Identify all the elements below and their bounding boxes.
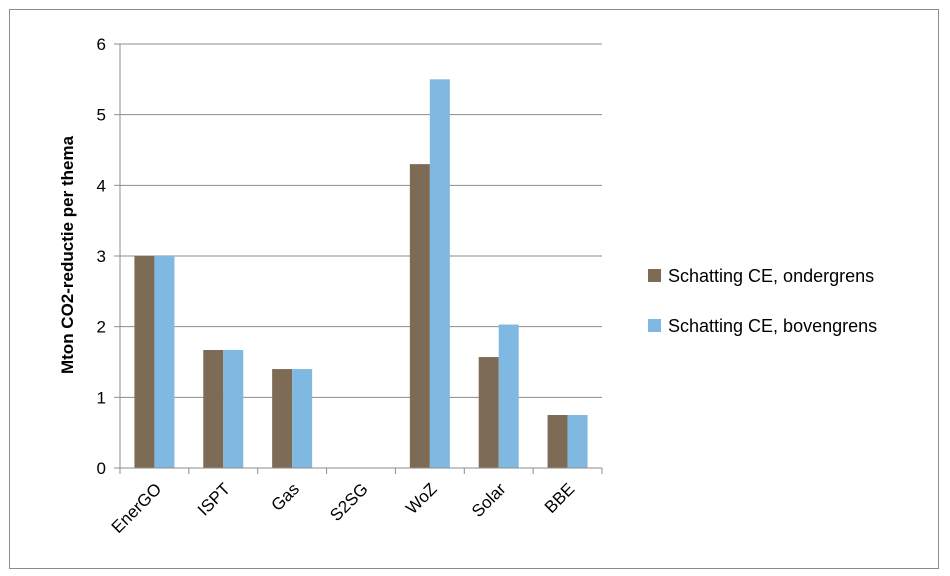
bar-ispt-series-1: [203, 349, 224, 468]
y-tick-label: 3: [97, 247, 106, 266]
bar-gas-series-2: [292, 369, 313, 468]
gridlines: [120, 43, 602, 398]
x-tick-label: Solar: [468, 479, 510, 521]
y-axis-label: Mton CO2-reductie per thema: [58, 135, 77, 374]
x-tick-label: S2SG: [326, 479, 372, 525]
bar-solar-series-1: [478, 357, 499, 468]
y-tick-labels: 0 1 2 3 4 5 6: [97, 35, 106, 478]
bar-energo-series-2: [154, 256, 175, 468]
legend-swatch-series-2: [648, 319, 661, 332]
bars: [134, 79, 588, 468]
y-tick-label: 2: [97, 318, 106, 337]
x-tick-labels: EnerGO ISPT Gas S2SG WoZ Solar BBE: [108, 479, 579, 537]
bar-energo-series-1: [134, 256, 155, 468]
bar-woz-series-1: [409, 164, 430, 468]
bar-woz-series-2: [429, 79, 450, 468]
legend-label-series-2: Schatting CE, bovengrens: [668, 316, 877, 336]
x-tick-label: EnerGO: [108, 479, 166, 537]
y-tick-label: 1: [97, 388, 106, 407]
bar-ispt-series-2: [223, 349, 244, 468]
x-tick-label: Gas: [267, 479, 302, 514]
x-tick-label: BBE: [541, 479, 578, 516]
y-tick-label: 4: [97, 176, 106, 195]
x-tick-label: ISPT: [194, 479, 234, 519]
y-tick-label: 0: [97, 459, 106, 478]
legend: Schatting CE, ondergrens Schatting CE, bo…: [648, 266, 877, 336]
axes: [114, 43, 603, 474]
x-tick-label: WoZ: [402, 479, 441, 518]
legend-label-series-1: Schatting CE, ondergrens: [668, 266, 874, 286]
y-tick-label: 6: [97, 35, 106, 54]
y-tick-label: 5: [97, 106, 106, 125]
bar-gas-series-1: [272, 369, 293, 468]
bar-bbe-series-1: [547, 415, 568, 468]
bar-solar-series-2: [498, 324, 519, 468]
legend-swatch-series-1: [648, 269, 661, 282]
bar-bbe-series-2: [567, 415, 588, 468]
